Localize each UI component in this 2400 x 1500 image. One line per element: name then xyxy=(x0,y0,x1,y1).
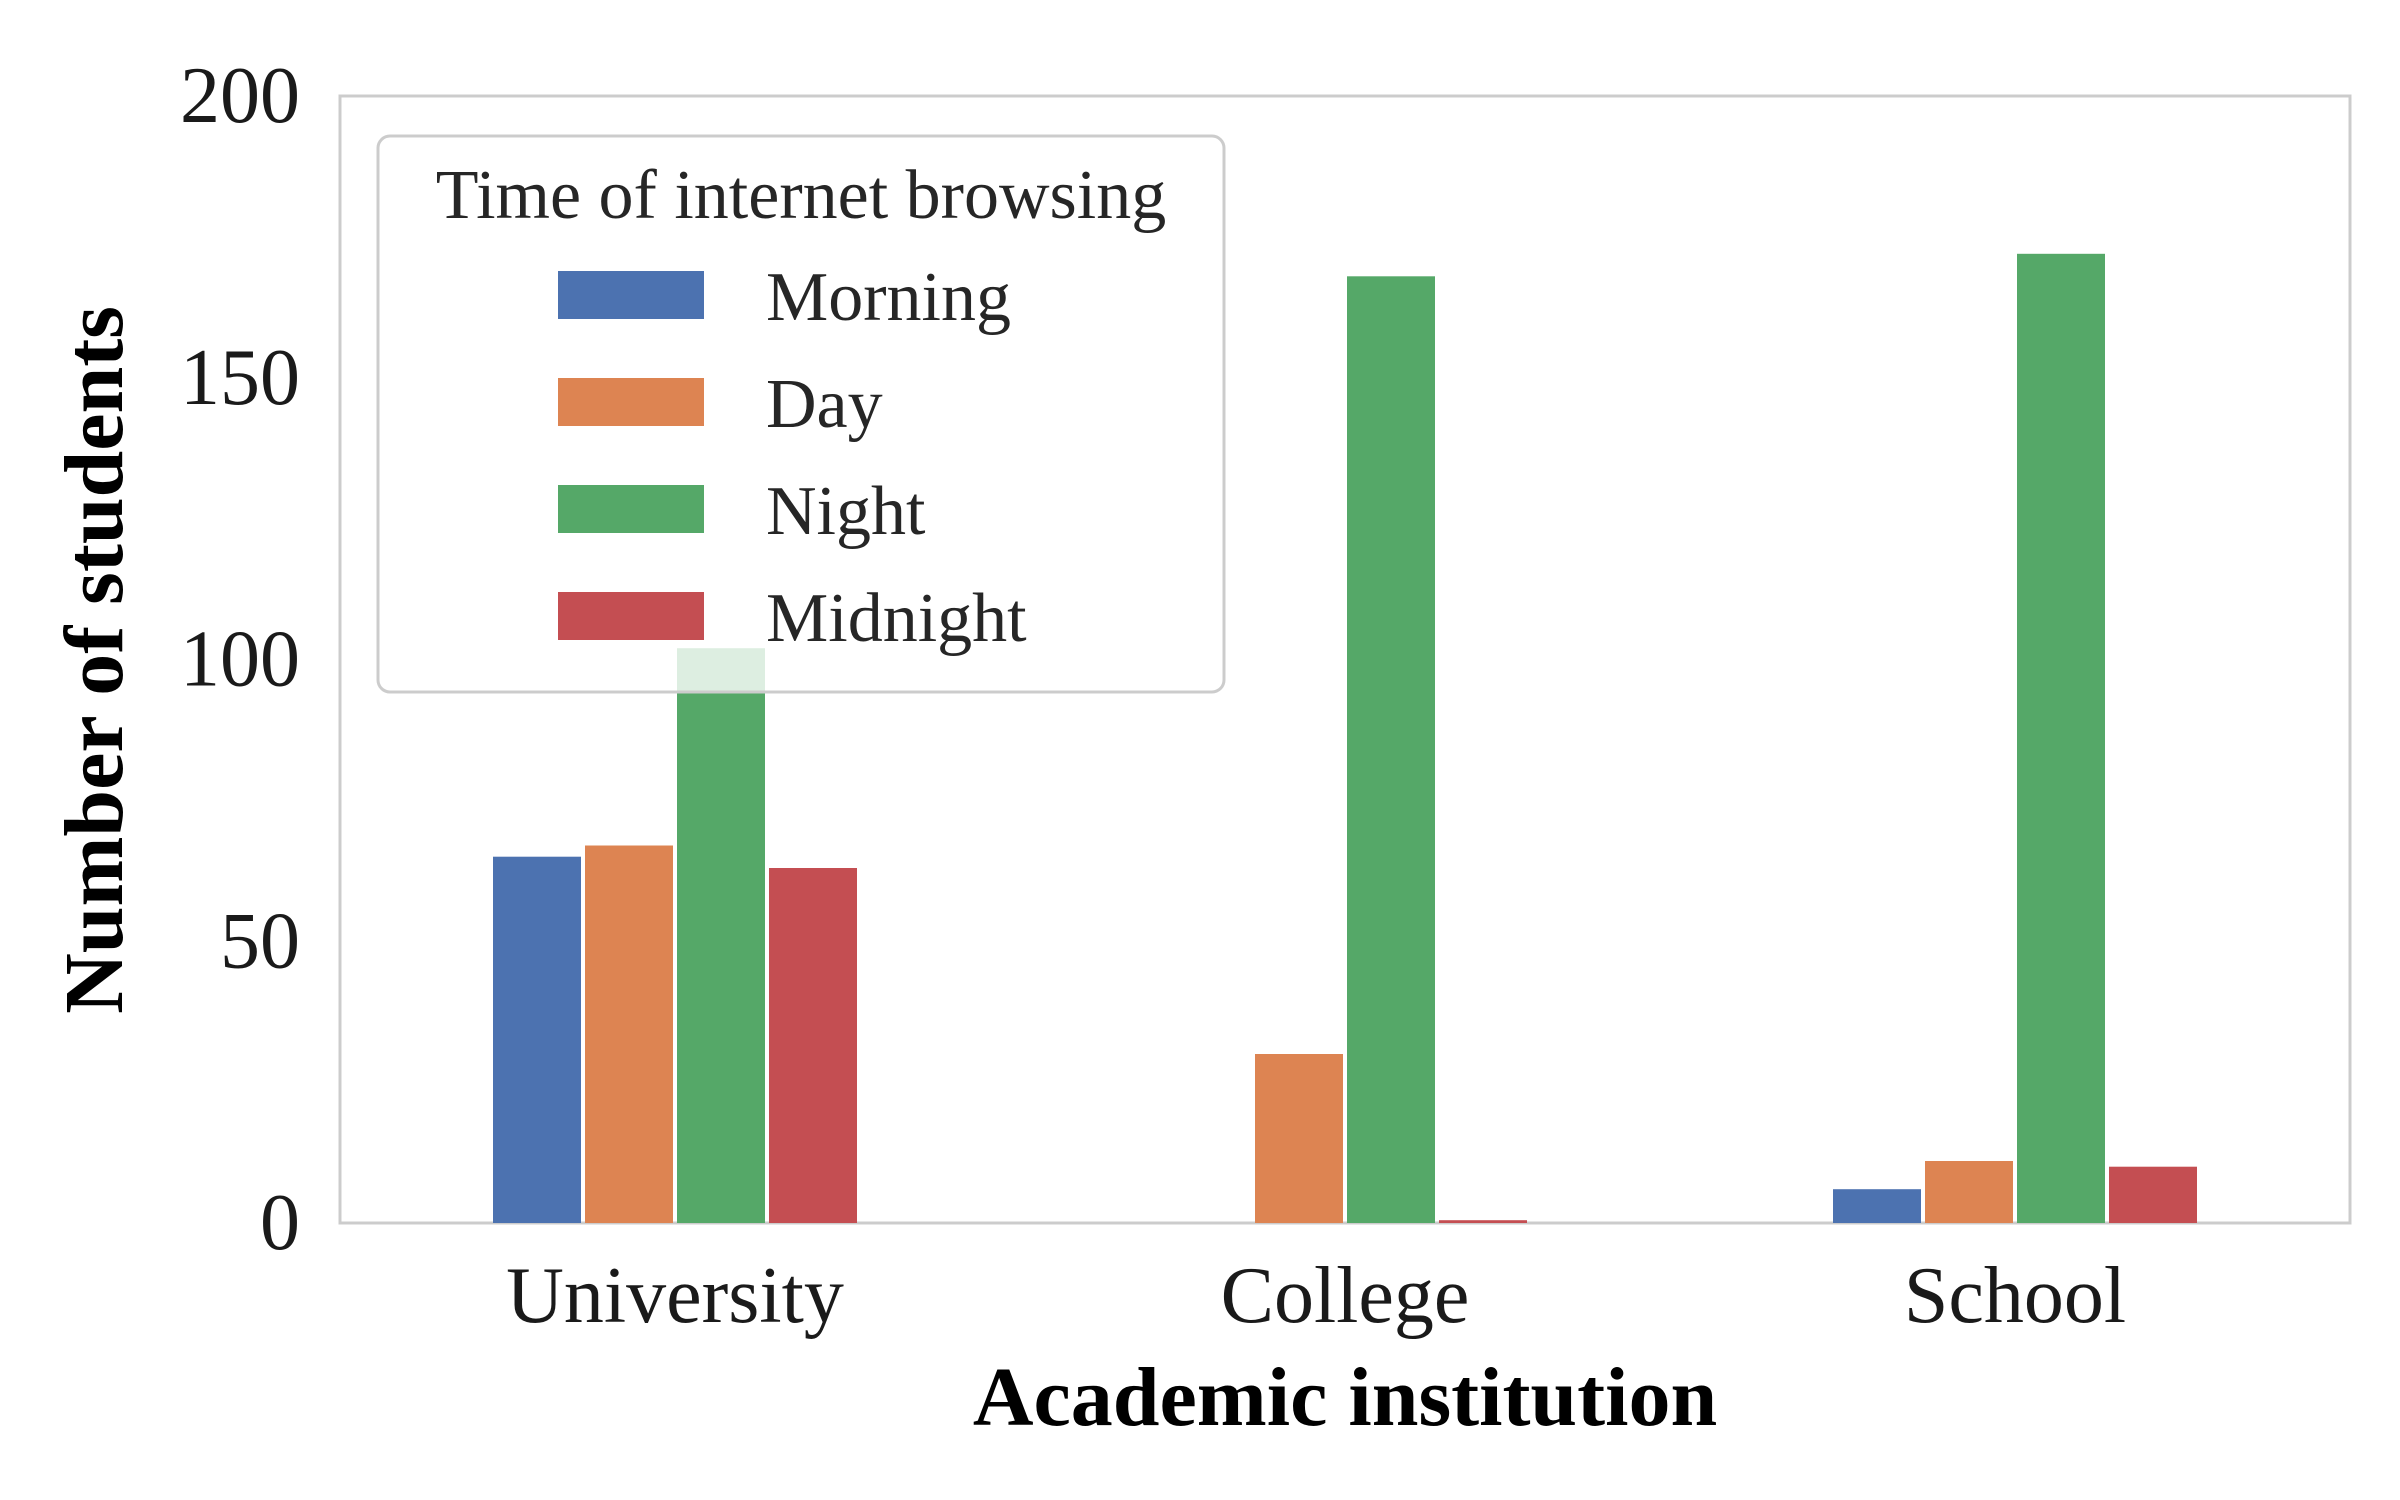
legend: Time of internet browsing Morning Day Nigh… xyxy=(376,134,1226,694)
legend-swatch-night xyxy=(558,485,704,533)
legend-label-night: Night xyxy=(766,473,926,550)
legend-title: Time of internet browsing xyxy=(436,157,1166,234)
bar-morning-university xyxy=(493,856,581,1223)
x-axis-title: Academic institution xyxy=(973,1351,1717,1444)
bar-midnight-school xyxy=(2109,1166,2197,1223)
y-tick-label: 0 xyxy=(260,1179,300,1267)
bar-night-university xyxy=(677,648,765,1223)
y-tick-labels: 0 50 100 150 200 xyxy=(180,52,300,1267)
y-tick-label: 100 xyxy=(180,616,300,704)
y-tick-label: 50 xyxy=(220,897,300,985)
legend-label-day: Day xyxy=(766,366,883,443)
bar-day-college xyxy=(1255,1054,1343,1223)
legend-label-midnight: Midnight xyxy=(766,580,1027,657)
y-tick-label: 200 xyxy=(180,52,300,140)
legend-swatch-morning xyxy=(558,271,704,319)
bars-group xyxy=(493,253,2197,1224)
bar-day-university xyxy=(585,845,673,1223)
y-tick-label: 150 xyxy=(180,334,300,422)
bar-midnight-university xyxy=(769,868,857,1223)
bar-morning-school xyxy=(1833,1189,1921,1223)
legend-swatch-day xyxy=(558,378,704,426)
bar-day-school xyxy=(1925,1161,2013,1223)
bar-night-school xyxy=(2017,253,2105,1224)
y-axis-title: Number of students xyxy=(48,306,141,1014)
x-tick-label: School xyxy=(1904,1252,2126,1340)
x-tick-label: University xyxy=(506,1252,844,1340)
bar-night-college xyxy=(1347,276,1435,1223)
bar-midnight-college xyxy=(1439,1220,1527,1223)
legend-items: Morning Day Night Midnight xyxy=(558,259,1027,657)
x-tick-label: College xyxy=(1221,1252,1470,1340)
x-tick-labels: University College School xyxy=(506,1252,2126,1340)
legend-swatch-midnight xyxy=(558,592,704,640)
legend-label-morning: Morning xyxy=(766,259,1011,336)
